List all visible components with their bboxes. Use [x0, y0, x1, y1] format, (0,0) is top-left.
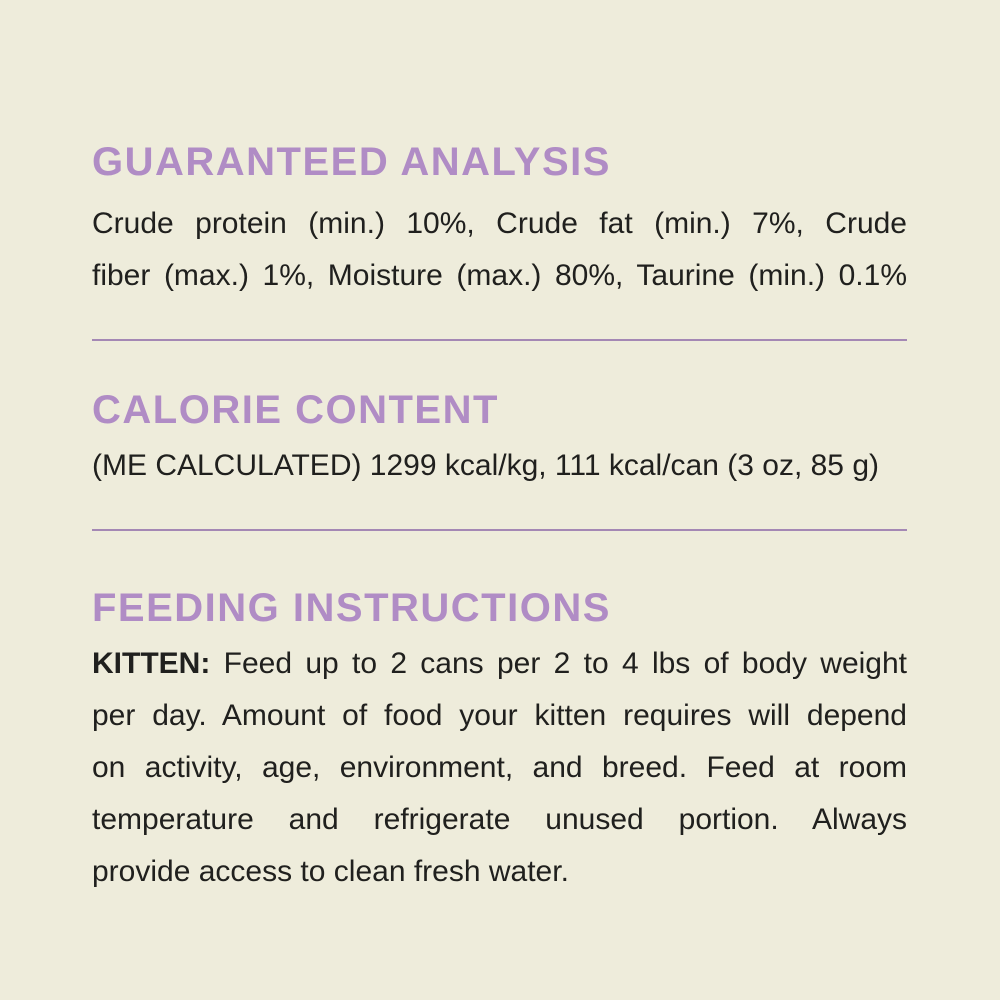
section-divider — [92, 339, 907, 341]
feeding-line-3: on activity, age, environment, and breed… — [92, 751, 907, 784]
guaranteed-analysis-heading: GUARANTEED ANALYSIS — [92, 140, 611, 184]
section-feeding-instructions: FEEDING INSTRUCTIONS KITTEN: Feed up to … — [92, 586, 907, 898]
kitten-label: KITTEN: — [92, 647, 211, 680]
section-guaranteed-analysis: GUARANTEED ANALYSIS Crude protein (min.)… — [92, 140, 907, 302]
calorie-content-line: (ME CALCULATED) 1299 kcal/kg, 111 kcal/c… — [92, 449, 879, 482]
section-calorie-content: CALORIE CONTENT (ME CALCULATED) 1299 kca… — [92, 388, 907, 492]
feeding-line-5: provide access to clean fresh water. — [92, 855, 569, 888]
feeding-line-2: per day. Amount of food your kitten requ… — [92, 699, 907, 732]
feeding-line-1: KITTEN: Feed up to 2 cans per 2 to 4 lbs… — [92, 638, 907, 690]
calorie-content-heading: CALORIE CONTENT — [92, 388, 499, 432]
guaranteed-analysis-line-2: fiber (max.) 1%, Moisture (max.) 80%, Ta… — [92, 259, 907, 292]
section-divider — [92, 529, 907, 531]
feeding-instructions-heading: FEEDING INSTRUCTIONS — [92, 586, 611, 630]
feeding-line-4: temperature and refrigerate unused porti… — [92, 803, 907, 836]
guaranteed-analysis-line-1: Crude protein (min.) 10%, Crude fat (min… — [92, 207, 907, 240]
feeding-line-1-text: Feed up to 2 cans per 2 to 4 lbs of body… — [223, 647, 907, 680]
